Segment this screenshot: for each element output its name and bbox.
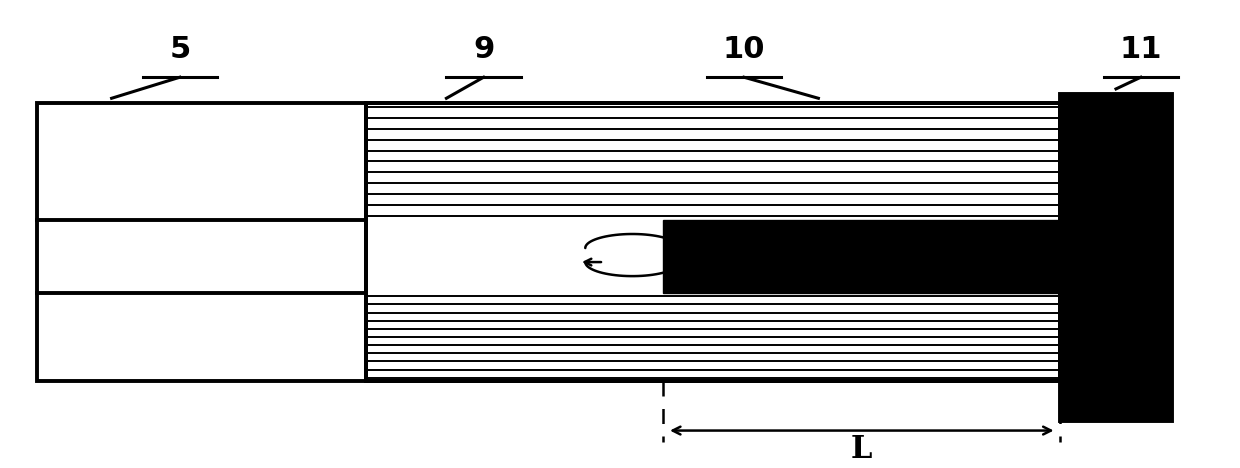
Text: 9: 9 bbox=[472, 35, 495, 64]
Bar bbox=[663, 220, 1060, 292]
Bar bbox=[366, 103, 1060, 381]
Text: L: L bbox=[851, 434, 873, 465]
Bar bbox=[366, 103, 1060, 381]
Text: 5: 5 bbox=[169, 35, 191, 64]
Text: 11: 11 bbox=[1120, 35, 1162, 64]
Text: 10: 10 bbox=[723, 35, 765, 64]
Bar bbox=[37, 103, 366, 381]
Bar bbox=[1060, 94, 1172, 421]
